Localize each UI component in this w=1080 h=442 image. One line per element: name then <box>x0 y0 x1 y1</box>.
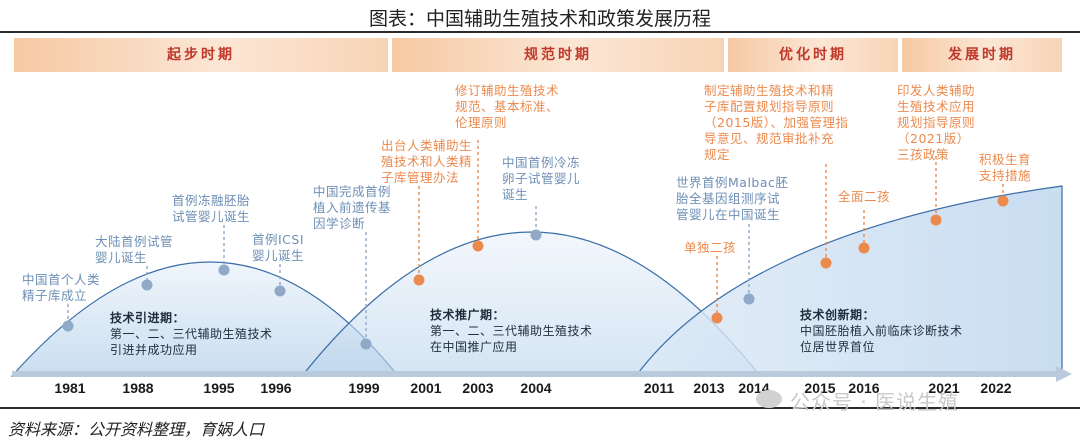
phase-innovation-title: 技术创新期： <box>800 308 876 322</box>
marker-2003 <box>472 240 484 252</box>
marker-2015 <box>820 257 832 269</box>
year-2001: 2001 <box>410 380 442 396</box>
event-frozen-oocyte-baby: 中国首例冷冻 卵子试管婴儿 诞生 <box>502 155 581 202</box>
period-regulation: 规范时期 <box>392 38 724 72</box>
phase-introduction-title: 技术引进期： <box>110 311 186 325</box>
year-1988: 1988 <box>122 380 154 396</box>
year-2013: 2013 <box>693 380 725 396</box>
marker-2014 <box>743 293 755 305</box>
phase-introduction: 技术引进期： 第一、二、三代辅助生殖技术 引进并成功应用 <box>110 309 273 358</box>
event-icsi-baby: 首例ICSI 婴儿诞生 <box>252 232 305 263</box>
event-malbac-baby: 世界首例Malbac胚 胎全基因组测序试 管婴儿在中国诞生 <box>676 175 789 222</box>
phase-promotion-title: 技术推广期： <box>430 308 506 322</box>
marker-1995 <box>218 264 230 276</box>
event-sperm-bank: 中国首个人类 精子库成立 <box>22 272 101 303</box>
period-development: 发展时期 <box>902 38 1062 72</box>
wechat-icon <box>756 390 782 408</box>
event-regulation-2001: 出台人类辅助生 殖技术和人类精 子库管理办法 <box>381 138 473 185</box>
phase-promotion-desc: 第一、二、三代辅助生殖技术 在中国推广应用 <box>430 324 593 354</box>
axis-band <box>12 371 1058 377</box>
event-pgd: 中国完成首例 植入前遗传基 因学诊断 <box>313 184 392 231</box>
event-birth-support: 积极生育 支持措施 <box>979 152 1032 183</box>
event-regulation-2003: 修订辅助生殖技术 规范、基本标准、 伦理原则 <box>455 83 560 130</box>
event-universal-two-child: 全面二孩 <box>838 189 891 204</box>
year-2004: 2004 <box>520 380 552 396</box>
period-startup: 起步时期 <box>14 38 388 72</box>
phase-innovation-desc: 中国胚胎植入前临床诊断技术 位居世界首位 <box>800 324 963 354</box>
source-note: 资料来源：公开资料整理，育娲人口 <box>8 420 265 439</box>
year-1981: 1981 <box>54 380 86 396</box>
marker-2013 <box>711 312 723 324</box>
year-2015: 2015 <box>804 380 836 396</box>
marker-1981 <box>62 320 74 332</box>
top-rule <box>0 31 1080 33</box>
year-1999: 1999 <box>348 380 380 396</box>
year-2022: 2022 <box>980 380 1012 396</box>
year-2016: 2016 <box>848 380 880 396</box>
marker-2022 <box>997 195 1009 207</box>
event-selective-two-child: 单独二孩 <box>684 240 737 255</box>
year-1995: 1995 <box>203 380 235 396</box>
chart-title: 图表：中国辅助生殖技术和政策发展历程 <box>368 8 711 30</box>
marker-2004 <box>530 229 542 241</box>
marker-1988 <box>141 279 153 291</box>
event-planning-2021: 印发人类辅助 生殖技术应用 规划指导原则 （2021版） 三孩政策 <box>897 83 976 162</box>
curve-phase-innovation <box>634 185 1063 377</box>
phase-promotion: 技术推广期： 第一、二、三代辅助生殖技术 在中国推广应用 <box>430 306 593 355</box>
marker-1996 <box>274 285 286 297</box>
event-frozen-embryo-baby: 首例冻融胚胎 试管婴儿诞生 <box>172 193 251 224</box>
bottom-rule <box>0 407 1080 409</box>
year-2011: 2011 <box>643 380 675 396</box>
axis-arrow <box>1056 366 1072 382</box>
period-optimization: 优化时期 <box>728 38 898 72</box>
marker-2016 <box>858 242 870 254</box>
year-2003: 2003 <box>462 380 494 396</box>
year-2021: 2021 <box>928 380 960 396</box>
year-1996: 1996 <box>260 380 292 396</box>
phase-introduction-desc: 第一、二、三代辅助生殖技术 引进并成功应用 <box>110 327 273 357</box>
event-planning-2015: 制定辅助生殖技术和精 子库配置规划指导原则 （2015版）、加强管理指 导意见、… <box>704 83 849 162</box>
marker-1999 <box>360 338 372 350</box>
event-first-ivf-baby: 大陆首例试管 婴儿诞生 <box>95 234 174 265</box>
phase-innovation: 技术创新期： 中国胚胎植入前临床诊断技术 位居世界首位 <box>800 306 963 355</box>
marker-2001 <box>413 274 425 286</box>
marker-2021 <box>930 214 942 226</box>
watermark: 公众号 · 医说生殖 <box>790 390 960 414</box>
